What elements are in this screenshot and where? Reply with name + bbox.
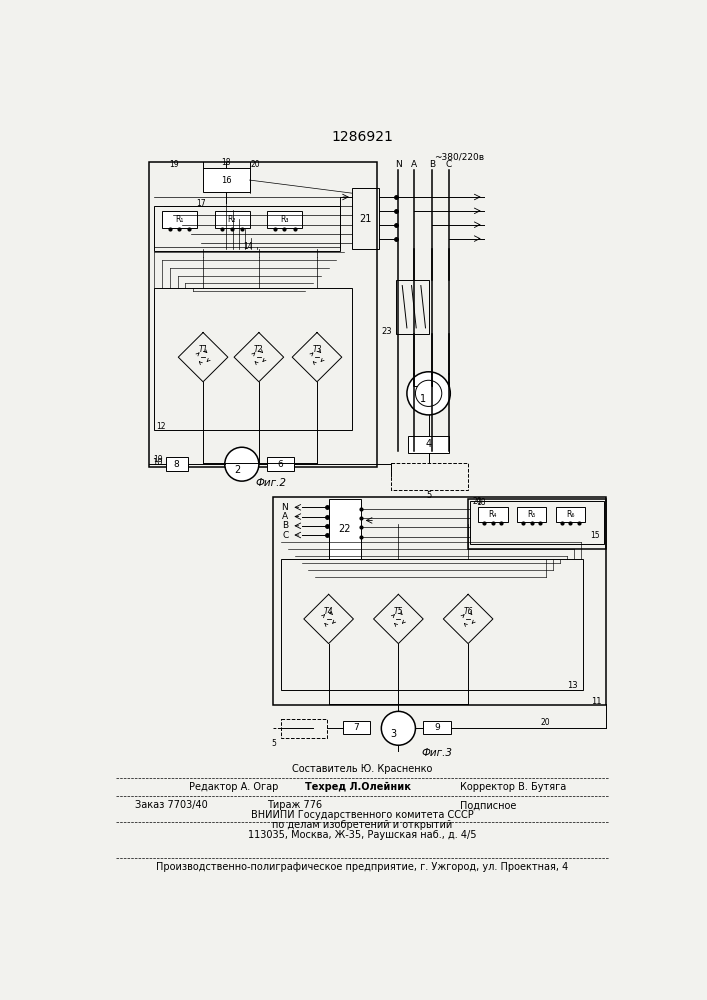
Bar [343,721,370,734]
Bar [267,211,303,228]
Text: T6: T6 [463,607,473,616]
Text: N: N [395,160,402,169]
Bar [423,721,451,734]
Bar [468,499,606,549]
Text: 3: 3 [390,729,396,739]
Bar [162,211,197,228]
Text: T2: T2 [254,345,264,354]
Text: 113035, Москва, Ж-35, Раушская наб., д. 4/5: 113035, Москва, Ж-35, Раушская наб., д. … [247,830,477,840]
Text: 1286921: 1286921 [331,130,393,144]
Text: 1: 1 [420,394,426,404]
Circle shape [381,711,416,745]
Text: 14: 14 [243,242,253,251]
Text: Техред Л.Олейник: Техред Л.Олейник [305,782,411,792]
Text: R₆: R₆ [566,510,575,519]
Bar [154,206,340,251]
Text: T4: T4 [324,607,334,616]
Bar [478,507,508,522]
Bar [281,559,583,690]
Text: 5: 5 [271,739,276,748]
Text: T5: T5 [394,607,403,616]
Text: Подписное: Подписное [460,800,517,810]
Bar [409,436,449,453]
Text: B: B [282,521,288,530]
Text: R₂: R₂ [228,215,236,224]
Text: 20: 20 [250,160,259,169]
Text: 12: 12 [156,422,165,431]
Bar [281,719,327,738]
Text: Фиг.2: Фиг.2 [255,478,286,488]
Circle shape [416,380,442,406]
Bar [166,457,187,471]
Text: R₁: R₁ [175,215,183,224]
Text: Заказ 7703/40: Заказ 7703/40 [135,800,208,810]
Text: Корректор В. Бутяга: Корректор В. Бутяга [460,782,566,792]
Bar [391,463,468,490]
Text: 19: 19 [169,160,178,169]
Text: 19: 19 [153,455,163,464]
Text: Тираж 776: Тираж 776 [267,800,322,810]
Circle shape [225,447,259,481]
Text: N: N [281,503,288,512]
Circle shape [407,372,450,415]
Text: A: A [282,512,288,521]
Text: A: A [411,160,417,169]
Text: 23: 23 [382,327,392,336]
Text: 7: 7 [354,723,359,732]
Text: B: B [428,160,435,169]
Text: 15: 15 [590,531,600,540]
Text: T1: T1 [199,345,208,354]
Bar [556,507,585,522]
Bar [273,497,606,705]
Text: T3: T3 [312,345,322,354]
Text: 20: 20 [541,718,551,727]
Text: R₅: R₅ [527,510,536,519]
Bar [154,288,352,430]
Text: 22: 22 [339,524,351,534]
Text: 11: 11 [591,697,602,706]
Text: 4: 4 [426,439,432,449]
Text: 18: 18 [476,498,486,507]
Bar [203,168,250,192]
Text: Составитель Ю. Красненко: Составитель Ю. Красненко [292,764,432,774]
Text: 10: 10 [152,458,163,467]
Text: C: C [445,160,452,169]
Text: 13: 13 [568,681,578,690]
Text: Фиг.3: Фиг.3 [421,748,452,758]
Text: 16: 16 [221,176,232,185]
Bar [352,188,379,249]
Text: 8: 8 [174,460,180,469]
Text: 20: 20 [472,497,481,506]
Text: C: C [282,531,288,540]
Bar [517,507,547,522]
Bar [329,499,361,559]
Text: 21: 21 [359,214,371,224]
Text: 17: 17 [196,199,206,208]
Bar [267,457,293,471]
Text: 18: 18 [221,158,231,167]
Text: 9: 9 [434,723,440,732]
Text: Производственно-полиграфическое предприятие, г. Ужгород, ул. Проектная, 4: Производственно-полиграфическое предприя… [156,862,568,872]
Text: 5: 5 [427,491,432,500]
Text: R₄: R₄ [489,510,497,519]
Bar [149,162,378,466]
Text: ВНИИПИ Государственного комитета СССР: ВНИИПИ Государственного комитета СССР [250,810,473,820]
Bar [215,211,250,228]
Text: ~380/220в: ~380/220в [434,152,484,161]
Text: 2: 2 [234,465,240,475]
Bar [470,501,604,544]
Text: по делам изобретений и открытий: по делам изобретений и открытий [271,820,452,830]
Text: R₃: R₃ [280,215,288,224]
Bar [396,280,428,334]
Text: Редактор А. Огар: Редактор А. Огар [189,782,279,792]
Text: 6: 6 [277,460,283,469]
